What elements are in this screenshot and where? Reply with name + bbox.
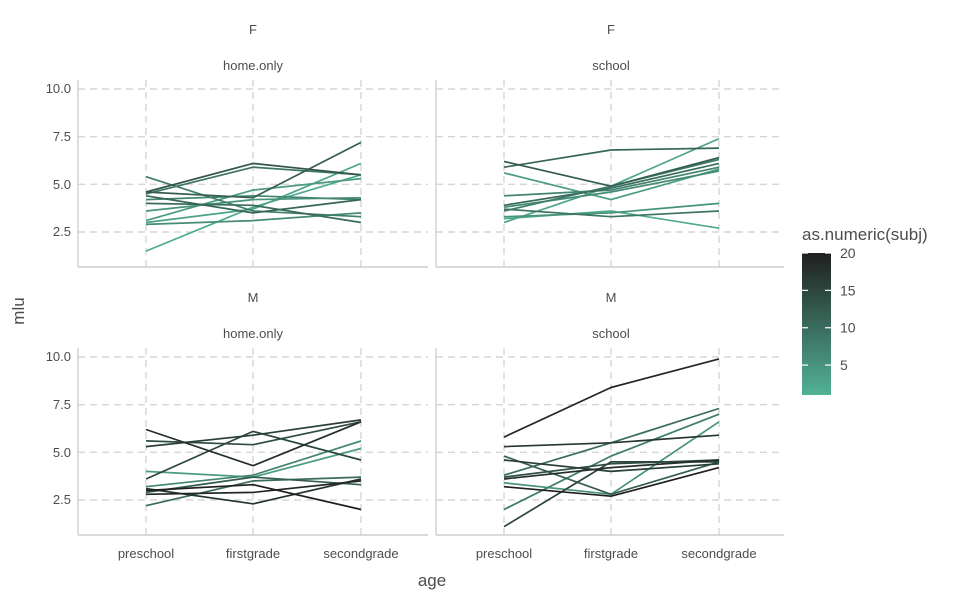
series-line — [145, 483, 362, 511]
y-tick-label: 2.5 — [53, 492, 71, 507]
strip-bottom: home.only — [223, 58, 283, 73]
y-tick-label: 10.0 — [46, 81, 71, 96]
series-line — [145, 177, 362, 222]
series-line — [145, 141, 362, 199]
series-line — [145, 419, 362, 448]
series-line — [503, 459, 720, 480]
series-line — [145, 421, 362, 467]
series-line — [503, 166, 720, 197]
x-tick-label: secondgrade — [681, 546, 756, 561]
panel-m-home-only: M home.only — [77, 290, 428, 536]
strip-bottom: school — [592, 326, 630, 341]
x-tick-labels: preschool firstgrade secondgrade prescho… — [118, 546, 757, 561]
series-line — [503, 434, 720, 448]
series-line — [503, 455, 720, 496]
panel-grid — [78, 80, 428, 267]
panel-axes — [435, 348, 784, 536]
y-tick-label: 7.5 — [53, 129, 71, 144]
y-tick-label: 2.5 — [53, 224, 71, 239]
panel-axes — [77, 348, 428, 536]
series-line — [145, 476, 362, 507]
series-line — [145, 476, 362, 494]
series-line — [503, 358, 720, 438]
series-line — [503, 162, 720, 207]
series-line — [145, 202, 362, 224]
panel-grid — [436, 80, 784, 267]
series-line — [145, 194, 362, 214]
legend-ticks: 5 10 15 20 — [802, 245, 856, 373]
strip-top: M — [606, 290, 617, 305]
y-tick-label: 5.0 — [53, 445, 71, 460]
panel-f-school: F school — [435, 22, 784, 268]
x-tick-label: preschool — [476, 546, 532, 561]
strip-top: F — [249, 22, 257, 37]
panel-axes — [435, 80, 784, 268]
panel-m-school: M school — [435, 290, 784, 536]
strip-bottom: home.only — [223, 326, 283, 341]
series-line — [503, 413, 720, 511]
series-line — [145, 166, 362, 195]
panel-series — [503, 137, 720, 230]
series-line — [145, 440, 362, 488]
series-line — [145, 430, 362, 480]
legend-tick-label: 10 — [840, 320, 856, 336]
legend-tick-label: 20 — [840, 245, 856, 261]
legend: as.numeric(subj) 5 10 15 20 — [802, 225, 928, 395]
x-tick-label: firstgrade — [226, 546, 280, 561]
series-line — [503, 459, 720, 473]
y-tick-label: 7.5 — [53, 397, 71, 412]
legend-colorbar — [802, 253, 831, 395]
series-line — [503, 156, 720, 188]
y-tick-labels: 10.0 7.5 5.0 2.5 10.0 7.5 5.0 2.5 — [46, 81, 71, 507]
series-line — [145, 162, 362, 224]
panel-grid — [78, 348, 428, 535]
panel-series — [503, 358, 720, 528]
panel-series — [145, 141, 362, 252]
legend-tick-label: 15 — [840, 282, 856, 298]
series-line — [503, 147, 720, 169]
panel-axes — [77, 80, 428, 268]
x-tick-label: secondgrade — [323, 546, 398, 561]
series-line — [503, 208, 720, 218]
legend-title: as.numeric(subj) — [802, 225, 928, 244]
legend-tick-label: 5 — [840, 357, 848, 373]
series-line — [145, 194, 362, 201]
series-line — [503, 202, 720, 218]
series-line — [503, 407, 720, 477]
series-line — [145, 173, 362, 252]
series-line — [145, 175, 362, 218]
y-axis-title: mlu — [9, 297, 28, 324]
panel-f-home-only: F home.only — [77, 22, 428, 268]
y-tick-label: 10.0 — [46, 349, 71, 364]
series-line — [145, 162, 362, 193]
y-tick-label: 5.0 — [53, 177, 71, 192]
strip-top: F — [607, 22, 615, 37]
strip-top: M — [248, 290, 259, 305]
panel-grid — [436, 348, 784, 535]
panel-series — [145, 419, 362, 511]
series-line — [145, 480, 362, 496]
series-line — [503, 466, 720, 498]
series-line — [503, 168, 720, 201]
x-axis-title: age — [418, 571, 446, 590]
x-tick-label: preschool — [118, 546, 174, 561]
strip-bottom: school — [592, 58, 630, 73]
x-tick-label: firstgrade — [584, 546, 638, 561]
